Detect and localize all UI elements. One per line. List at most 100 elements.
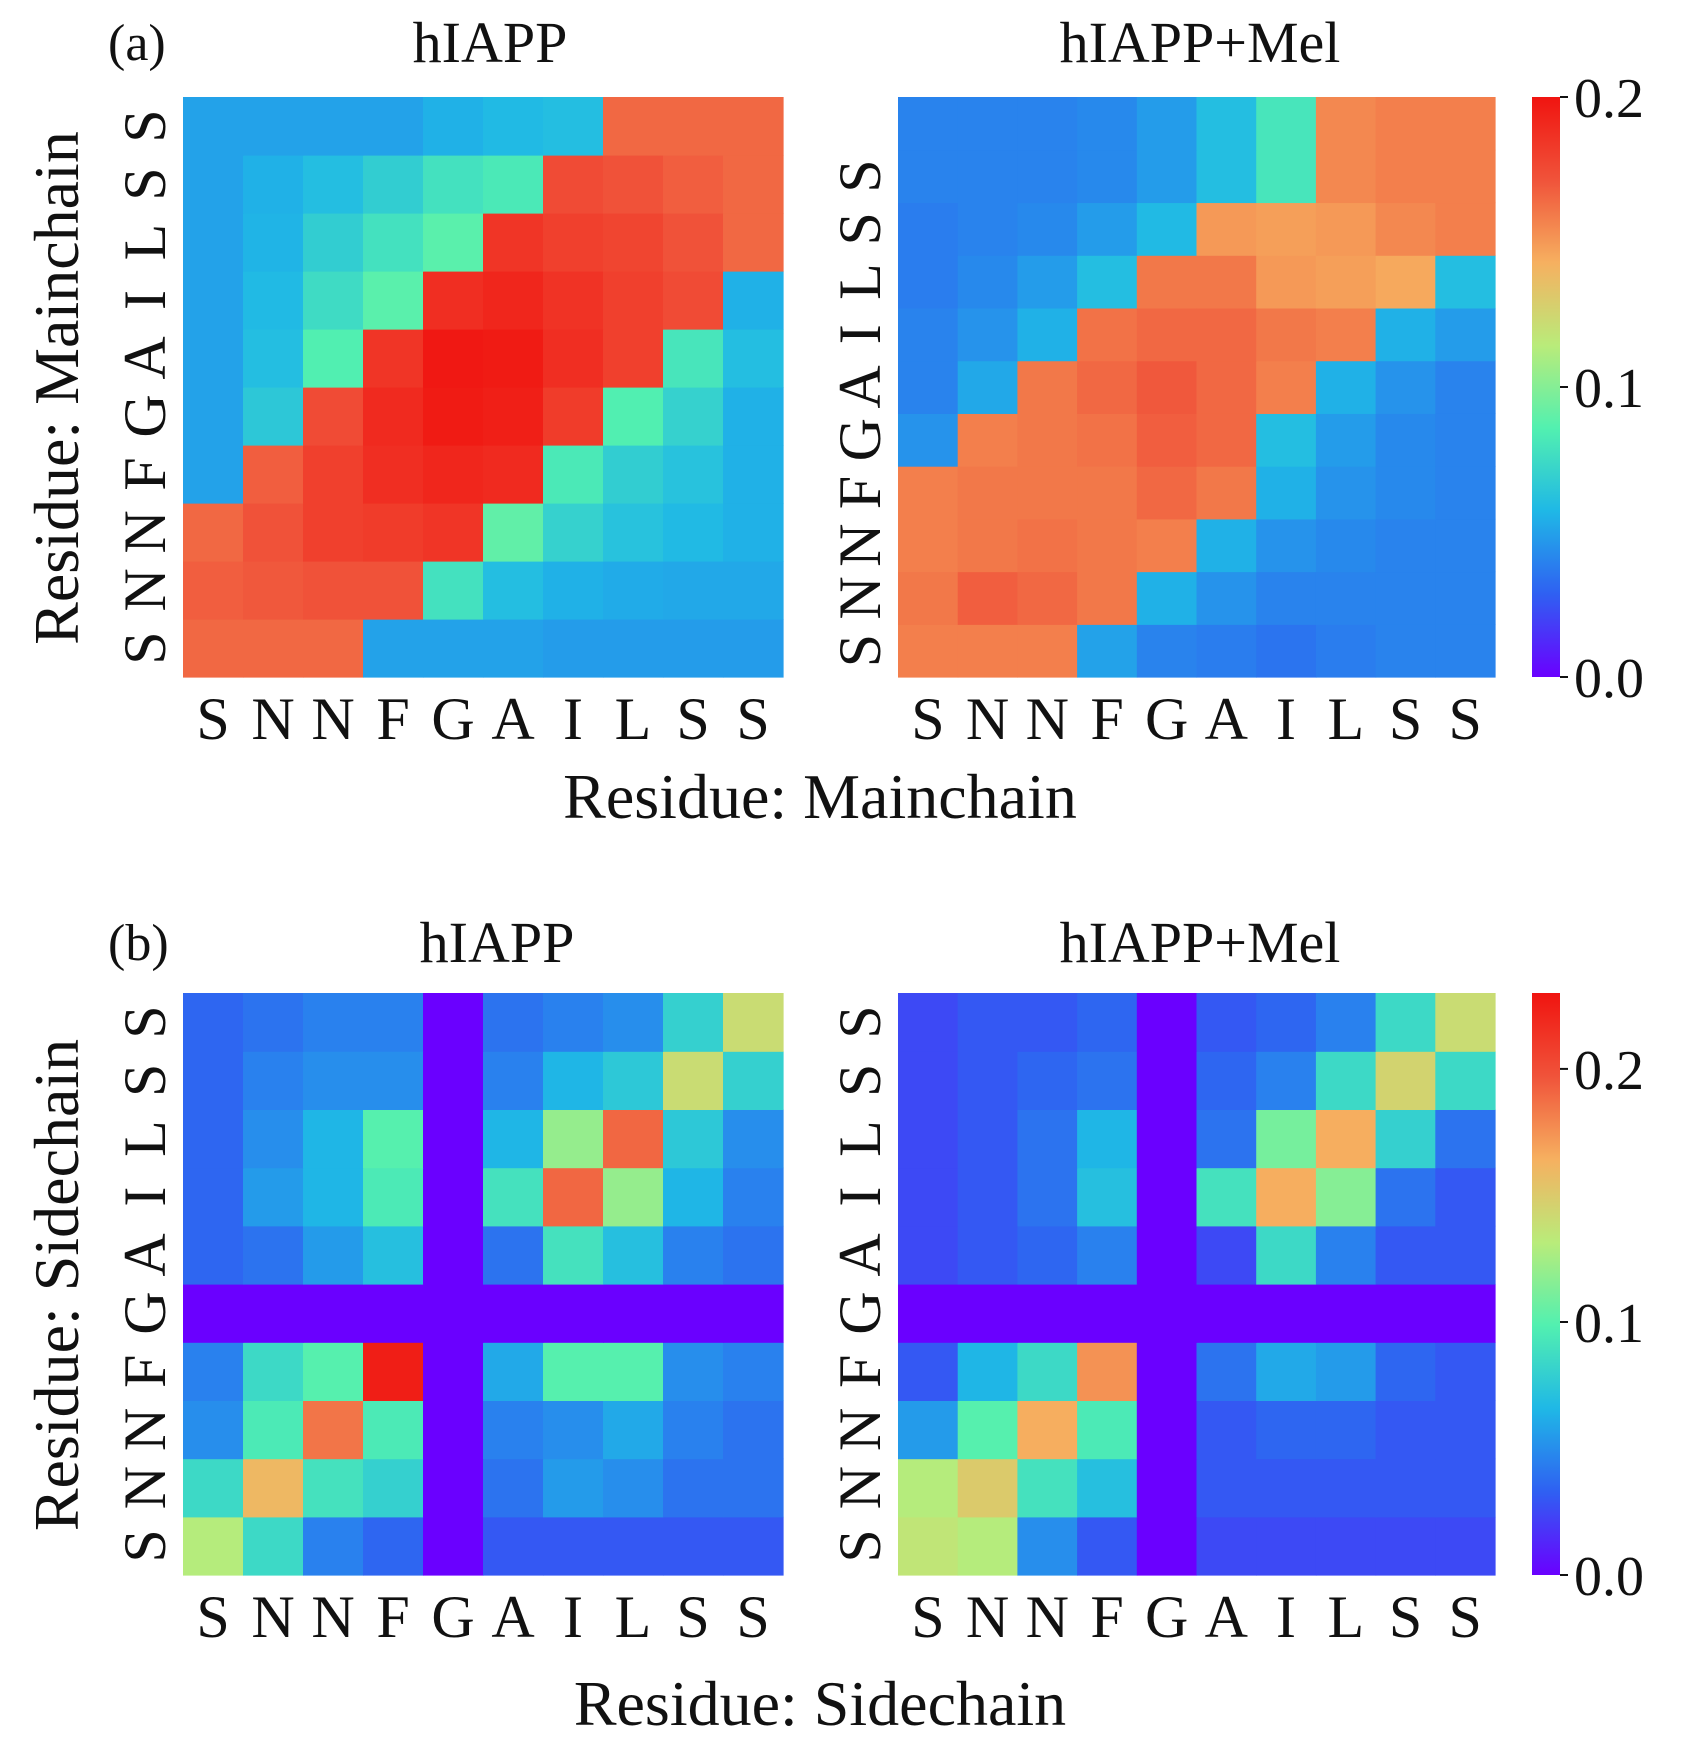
heatmap-cell — [1315, 1167, 1377, 1227]
heatmap-cell — [303, 1458, 364, 1518]
colorbar-b: 0.0 0.1 0.2 — [1532, 993, 1644, 1608]
heatmap-cell — [957, 1109, 1018, 1169]
heatmap-b-left-title: hIAPP — [420, 910, 575, 975]
heatmap-cell — [243, 993, 304, 1052]
heatmap-cell — [1315, 360, 1377, 414]
heatmap-cell — [1375, 202, 1436, 256]
heatmap-cell — [483, 387, 544, 446]
heatmap-cell — [603, 213, 664, 272]
heatmap-cell — [723, 445, 784, 504]
heatmap-cell — [957, 466, 1018, 520]
x-tick-label: N — [311, 1584, 354, 1650]
heatmap-cell — [1017, 1342, 1078, 1401]
y-tick-label: S — [112, 167, 178, 200]
y-tick-label: A — [827, 1233, 893, 1276]
heatmap-cell — [1435, 413, 1496, 467]
heatmap-cell — [423, 213, 484, 272]
y-tick-label: S — [112, 1064, 178, 1097]
heatmap-cell — [243, 1516, 304, 1576]
heatmap-cell — [543, 1516, 604, 1576]
heatmap-b-right-title: hIAPP+Mel — [1060, 910, 1341, 975]
heatmap-cell — [543, 1342, 604, 1401]
x-tick-label: N — [966, 686, 1009, 752]
heatmap-cell — [957, 993, 1018, 1052]
heatmap-cell — [723, 1225, 784, 1285]
heatmap-cell — [1077, 1284, 1138, 1343]
heatmap-cell — [423, 271, 484, 330]
x-tick-label: I — [1276, 686, 1296, 752]
heatmap-cell — [243, 155, 304, 214]
heatmap-cell — [663, 445, 724, 504]
y-tick-label: I — [112, 290, 178, 310]
heatmap-cell — [363, 1400, 424, 1460]
heatmap-cell — [1017, 1225, 1078, 1285]
heatmap-cell — [483, 1225, 544, 1285]
heatmap-cell — [543, 1225, 604, 1285]
heatmap-cell — [423, 561, 484, 620]
heatmap-cell — [243, 97, 304, 156]
heatmap-cell — [1077, 360, 1138, 414]
heatmap-cell — [423, 1284, 484, 1343]
heatmap-cell — [1136, 307, 1198, 362]
heatmap-cell — [723, 213, 784, 272]
heatmap-cell — [1435, 97, 1496, 151]
heatmap-cell — [1136, 202, 1198, 256]
heatmap-cell — [423, 503, 484, 562]
heatmap-cell — [483, 445, 544, 504]
y-tick-label: A — [112, 1233, 178, 1276]
heatmap-cell — [957, 307, 1018, 362]
heatmap-cell — [303, 1167, 364, 1227]
heatmap-cell — [1315, 413, 1377, 467]
heatmap-cell — [543, 1400, 604, 1460]
heatmap-cell — [603, 1516, 664, 1576]
heatmap-cell — [1136, 1051, 1198, 1110]
heatmap-cell — [303, 1400, 364, 1460]
heatmap-cell — [957, 571, 1018, 625]
heatmap-cell — [303, 155, 364, 214]
heatmap-cell — [603, 1225, 664, 1285]
heatmap-cell — [603, 503, 664, 562]
heatmap-cell — [483, 1516, 544, 1576]
heatmap-cell — [303, 329, 364, 388]
heatmap-cell — [1136, 1400, 1198, 1460]
heatmap-cell — [1136, 624, 1198, 678]
heatmap-cell — [1256, 1167, 1317, 1227]
heatmap-cell — [1077, 1167, 1138, 1227]
heatmap-cell — [1435, 1342, 1496, 1401]
heatmap-cell — [1315, 1516, 1377, 1576]
heatmap-cell — [303, 1051, 364, 1110]
heatmap-cell — [1315, 624, 1377, 678]
heatmap-cell — [183, 1225, 244, 1285]
heatmap-cell — [603, 329, 664, 388]
heatmap-cell — [363, 1342, 424, 1401]
heatmap-cell — [1136, 97, 1198, 151]
heatmap-cell — [1017, 1400, 1078, 1460]
heatmap-cell — [1017, 624, 1078, 678]
heatmap-cell — [1315, 993, 1377, 1052]
heatmap-cell — [303, 503, 364, 562]
y-tick-label: S — [827, 159, 893, 192]
heatmap-cell — [543, 993, 604, 1052]
heatmap-cell — [603, 155, 664, 214]
heatmap-cell — [1375, 1109, 1436, 1169]
x-tick-label: N — [1026, 686, 1069, 752]
heatmap-cell — [663, 503, 724, 562]
heatmap-cell — [363, 387, 424, 446]
heatmap-cell — [183, 1109, 244, 1169]
heatmap-cell — [957, 97, 1018, 151]
heatmap-cell — [957, 360, 1018, 414]
heatmap-cell — [303, 1342, 364, 1401]
heatmap-cell — [723, 155, 784, 214]
heatmap-cell — [183, 1167, 244, 1227]
y-tick-label: S — [112, 1529, 178, 1562]
heatmap-cell — [243, 1284, 304, 1343]
colorbar-tick-label: 0.0 — [1574, 1546, 1644, 1608]
panel-b-xlabel: Residue: Sidechain — [574, 1668, 1066, 1739]
y-tick-label: L — [112, 224, 178, 261]
heatmap-cell — [1435, 1051, 1496, 1110]
x-tick-label: L — [1327, 1584, 1364, 1650]
heatmap-cell — [723, 1458, 784, 1518]
x-tick-label: A — [491, 686, 534, 752]
y-tick-label: G — [112, 394, 178, 437]
